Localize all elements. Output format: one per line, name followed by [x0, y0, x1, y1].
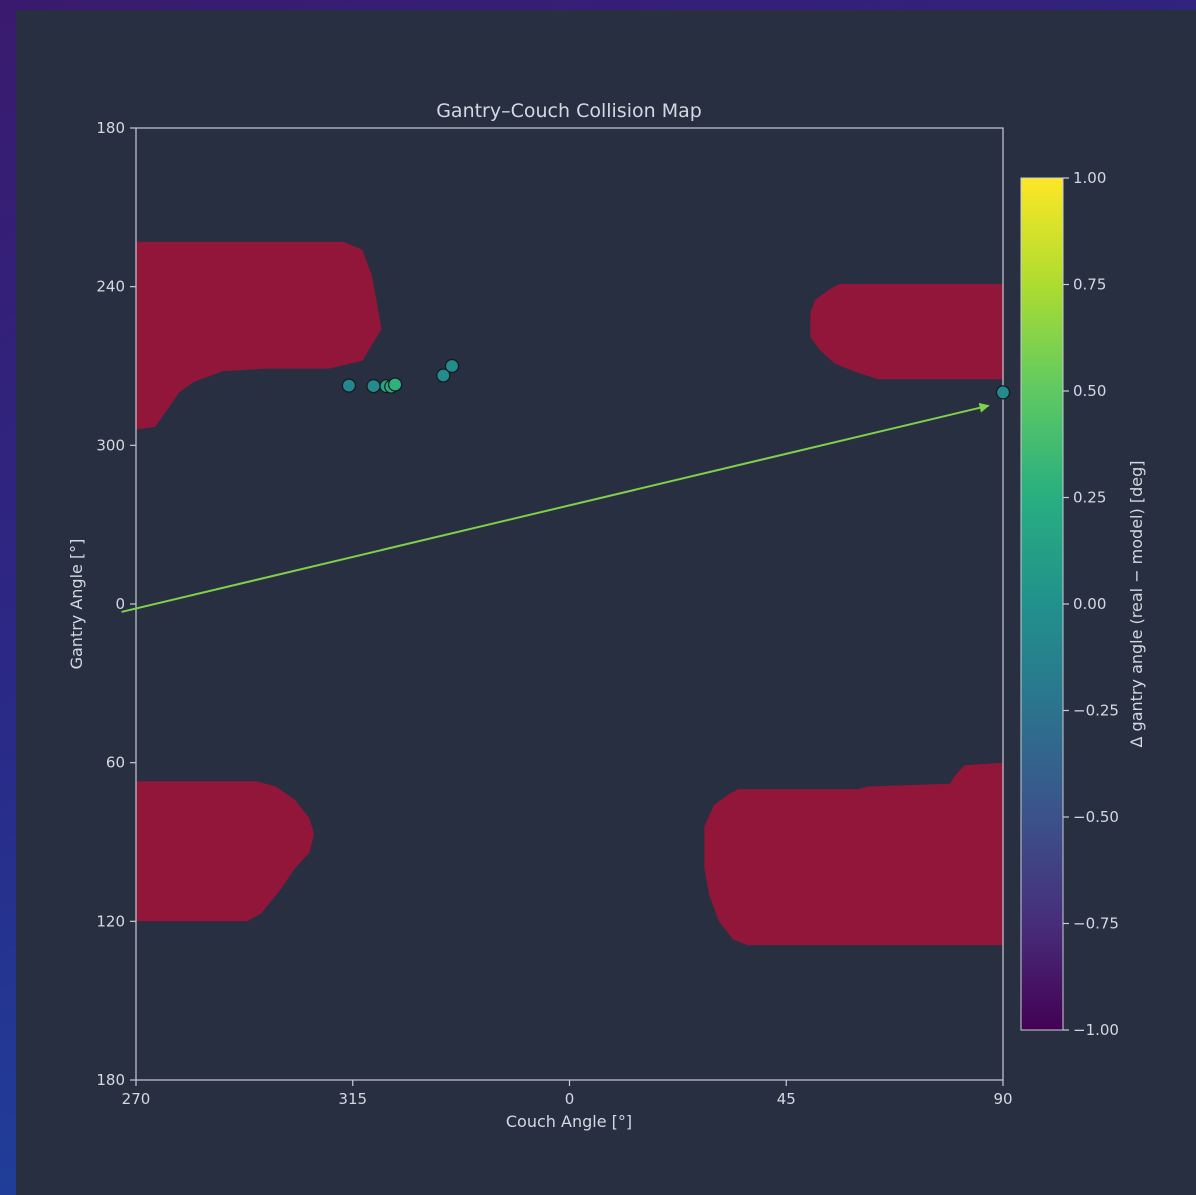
y-tick-label: 300 — [96, 436, 125, 454]
colorbar-tick-label: 0.75 — [1073, 276, 1106, 294]
x-tick-label: 315 — [338, 1090, 367, 1108]
collision-region-upper-left — [136, 241, 382, 430]
measurement-point — [436, 368, 451, 383]
collision-regions — [136, 241, 1003, 946]
measurement-point — [366, 379, 381, 394]
colorbar-tick-label: −0.75 — [1073, 915, 1119, 933]
annotation-arrow — [121, 402, 990, 613]
figure: 270 315 0 45 90 180 240 300 0 60 120 180 Gantry–Cou… — [16, 10, 1196, 1195]
colorbar-tick-label: 1.00 — [1073, 169, 1106, 187]
y-tick-label: 240 — [96, 278, 125, 296]
x-tick-label: 45 — [777, 1090, 796, 1108]
measurement-point — [388, 377, 403, 392]
collision-region-lower-right — [704, 762, 1003, 946]
colorbar-tick-label: −0.50 — [1073, 808, 1119, 826]
chart-title: Gantry–Couch Collision Map — [436, 100, 702, 122]
y-tick-label: 120 — [96, 912, 125, 930]
y-tick-label: 0 — [115, 595, 125, 613]
collision-region-lower-left — [136, 781, 315, 922]
y-tick-label: 60 — [106, 754, 125, 772]
y-tick-label: 180 — [96, 119, 125, 137]
y-axis-label: Gantry Angle [°] — [67, 539, 86, 670]
x-tick-label: 0 — [565, 1090, 575, 1108]
colorbar: 1.00 0.75 0.50 0.25 0.00 −0.25 −0.50 −0.75 −1.00… — [1020, 169, 1146, 1039]
colorbar-ticks: 1.00 0.75 0.50 0.25 0.00 −0.25 −0.50 −0.75 −1.00 — [1063, 169, 1119, 1039]
measurement-point — [341, 378, 356, 393]
collision-region-upper-right — [810, 284, 1003, 380]
x-axis-label: Couch Angle [°] — [506, 1112, 632, 1131]
collision-map-plot: 270 315 0 45 90 180 240 300 0 60 120 180 Gantry–Cou… — [67, 100, 1146, 1131]
measurement-point — [995, 385, 1011, 400]
colorbar-gradient — [1020, 177, 1064, 1031]
colorbar-tick-label: 0.25 — [1073, 489, 1106, 507]
y-tick-label: 180 — [96, 1071, 125, 1089]
x-tick-label: 270 — [122, 1090, 151, 1108]
colorbar-label: Δ gantry angle (real − model) [deg] — [1127, 461, 1146, 748]
annotation-layer — [121, 402, 990, 613]
x-tick-label: 90 — [993, 1090, 1012, 1108]
colorbar-tick-label: 0.00 — [1073, 595, 1106, 613]
measurement-point — [444, 358, 460, 374]
axes: 270 315 0 45 90 180 240 300 0 60 120 180 — [96, 119, 1012, 1108]
colorbar-tick-label: −1.00 — [1073, 1021, 1119, 1039]
colorbar-tick-label: 0.50 — [1073, 382, 1106, 400]
colorbar-tick-label: −0.25 — [1073, 702, 1119, 720]
measurement-points — [341, 358, 1011, 400]
